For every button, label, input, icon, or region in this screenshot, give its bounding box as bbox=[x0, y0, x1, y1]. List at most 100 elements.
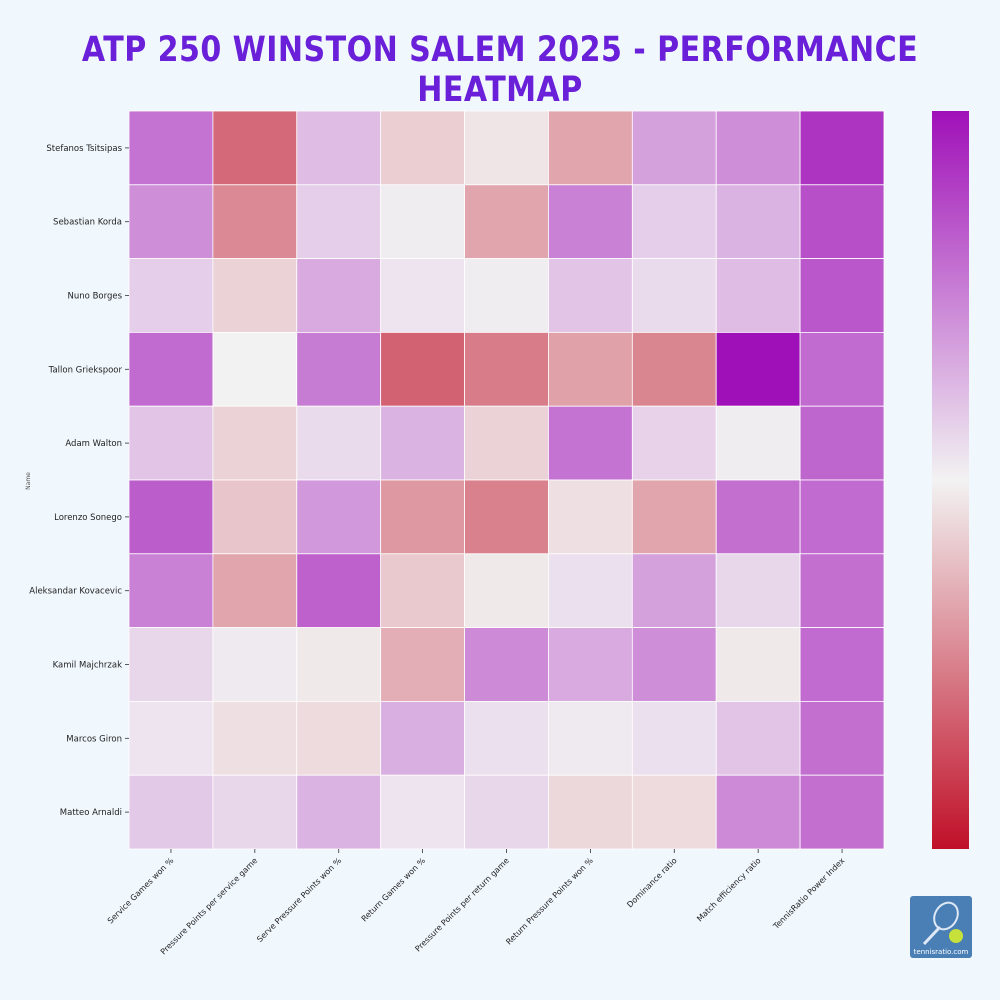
heatmap-cell bbox=[212, 701, 298, 776]
column-label: Pressure Points per service game bbox=[159, 856, 259, 956]
column-label: Pressure Points per return game bbox=[413, 856, 511, 954]
heatmap-cell bbox=[799, 110, 885, 186]
heatmap-cell bbox=[464, 553, 549, 628]
heatmap-cell bbox=[799, 331, 885, 407]
heatmap-cell bbox=[212, 553, 298, 628]
heatmap-cell bbox=[631, 553, 717, 628]
heatmap-cell bbox=[631, 110, 717, 186]
heatmap-cell bbox=[548, 701, 633, 776]
heatmap-cell bbox=[799, 479, 885, 555]
heatmap-cell bbox=[464, 701, 549, 776]
heatmap-cell bbox=[296, 258, 382, 333]
row-label: Aleksandar Kovacevic bbox=[29, 587, 122, 597]
heatmap-cell bbox=[212, 405, 298, 481]
heatmap-cell bbox=[715, 774, 801, 850]
heatmap-cell bbox=[464, 627, 549, 702]
heatmap-cell bbox=[548, 110, 633, 186]
heatmap-cell bbox=[631, 331, 717, 407]
heatmap-cell bbox=[715, 184, 801, 260]
heatmap-cell bbox=[548, 553, 633, 628]
heatmap-cell bbox=[380, 627, 465, 702]
heatmap-cell bbox=[799, 258, 885, 333]
heatmap-cell bbox=[296, 479, 382, 555]
row-label: Stefanos Tsitsipas bbox=[46, 144, 122, 154]
column-label: Service Games won % bbox=[106, 856, 176, 926]
heatmap-cell bbox=[631, 479, 717, 555]
heatmap-cell bbox=[296, 405, 382, 481]
heatmap-cell bbox=[715, 405, 801, 481]
heatmap-cell bbox=[548, 405, 633, 481]
heatmap-cell bbox=[212, 479, 298, 555]
heatmap-cell bbox=[296, 110, 382, 186]
heatmap-cell bbox=[212, 331, 298, 407]
heatmap-cell bbox=[548, 331, 633, 407]
column-label: Serve Pressure Points won % bbox=[255, 856, 343, 944]
heatmap-cell bbox=[548, 258, 633, 333]
heatmap-cell bbox=[296, 553, 382, 628]
heatmap-cell bbox=[464, 331, 549, 407]
heatmap-cell bbox=[799, 701, 885, 776]
heatmap-cell bbox=[464, 110, 549, 186]
heatmap-cell bbox=[296, 701, 382, 776]
heatmap-cell bbox=[715, 553, 801, 628]
row-label: Kamil Majchrzak bbox=[53, 661, 122, 671]
colorbar bbox=[932, 111, 969, 849]
heatmap-cell bbox=[715, 627, 801, 702]
heatmap-cell bbox=[464, 258, 549, 333]
heatmap-cell bbox=[380, 184, 465, 260]
heatmap-cell bbox=[128, 701, 214, 776]
heatmap-cell bbox=[548, 184, 633, 260]
column-label: Dominance ratio bbox=[625, 856, 678, 909]
heatmap-cell bbox=[380, 553, 465, 628]
heatmap-cell bbox=[380, 774, 465, 850]
heatmap-cell bbox=[128, 258, 214, 333]
heatmap-cell bbox=[464, 479, 549, 555]
heatmap-cell bbox=[128, 479, 214, 555]
heatmap-cell bbox=[296, 184, 382, 260]
heatmap-cell bbox=[212, 110, 298, 186]
heatmap-cell bbox=[380, 701, 465, 776]
row-label: Matteo Arnaldi bbox=[60, 808, 122, 818]
heatmap-cell bbox=[548, 774, 633, 850]
heatmap-cell bbox=[631, 405, 717, 481]
row-label: Marcos Giron bbox=[66, 734, 122, 744]
heatmap-cell bbox=[631, 627, 717, 702]
column-label: Return Games won % bbox=[360, 856, 428, 924]
column-label: Match efficiency ratio bbox=[695, 856, 762, 923]
heatmap-cell bbox=[128, 110, 214, 186]
heatmap-cell bbox=[128, 405, 214, 481]
heatmap-cell bbox=[212, 258, 298, 333]
heatmap-cell bbox=[548, 479, 633, 555]
heatmap-cell bbox=[464, 184, 549, 260]
heatmap-cell bbox=[380, 405, 465, 481]
column-labels: Service Games won %Pressure Points per s… bbox=[106, 849, 847, 956]
column-label: TennisRatio Power Index bbox=[771, 856, 847, 932]
row-label: Sebastian Korda bbox=[53, 218, 122, 228]
heatmap-cell bbox=[128, 331, 214, 407]
heatmap-cell bbox=[212, 774, 298, 850]
logo-text: tennisratio.com bbox=[913, 948, 969, 956]
heatmap-cell bbox=[380, 479, 465, 555]
heatmap-cell bbox=[799, 184, 885, 260]
row-labels: Stefanos Tsitsipas Sebastian Korda Nuno Bo… bbox=[29, 144, 129, 818]
heatmap-cell bbox=[212, 627, 298, 702]
heatmap-cell bbox=[799, 774, 885, 850]
heatmap-cell bbox=[380, 110, 465, 186]
heatmap-cell bbox=[799, 627, 885, 702]
heatmap-cell bbox=[296, 774, 382, 850]
row-label: Lorenzo Sonego bbox=[54, 513, 122, 523]
heatmap-cell bbox=[631, 184, 717, 260]
heatmap-cell bbox=[715, 258, 801, 333]
heatmap-cell bbox=[212, 184, 298, 260]
heatmap-cell bbox=[380, 258, 465, 333]
heatmap-cell bbox=[799, 405, 885, 481]
heatmap-cell bbox=[548, 627, 633, 702]
row-label: Nuno Borges bbox=[68, 292, 123, 302]
heatmap-cell bbox=[128, 184, 214, 260]
row-label: Tallon Griekspoor bbox=[48, 365, 123, 375]
heatmap-cell bbox=[128, 553, 214, 628]
row-label: Adam Walton bbox=[65, 439, 122, 449]
heatmap-cell bbox=[631, 701, 717, 776]
heatmap-cell bbox=[715, 110, 801, 186]
